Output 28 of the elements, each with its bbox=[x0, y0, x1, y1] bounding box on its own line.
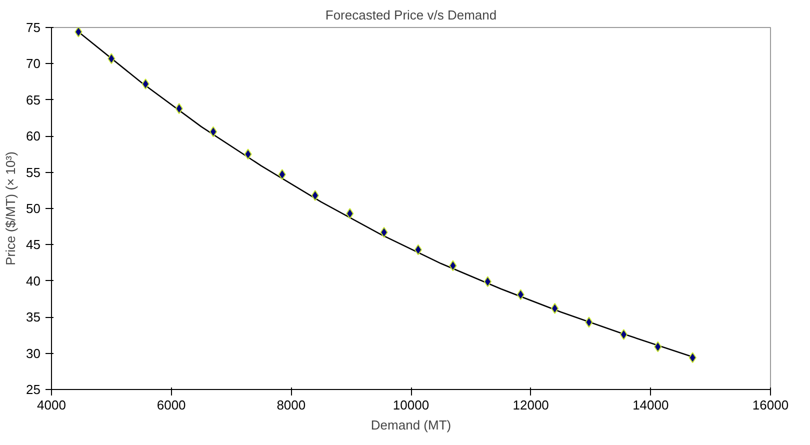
x-tick-label: 10000 bbox=[392, 398, 430, 412]
y-tick-label: 50 bbox=[26, 201, 41, 216]
y-tick-label: 35 bbox=[26, 310, 41, 325]
x-tick-label: 14000 bbox=[632, 398, 669, 412]
point bbox=[414, 244, 422, 256]
y-tick-label: 70 bbox=[26, 56, 41, 72]
point bbox=[484, 276, 492, 288]
chart-title: Forecasted Price v/s Demand bbox=[325, 8, 497, 22]
x-tick-label: 6000 bbox=[156, 398, 186, 412]
y-axis-title: Price ($/MT) (× 10³) bbox=[3, 152, 18, 266]
point bbox=[278, 168, 286, 180]
point bbox=[550, 302, 559, 314]
x-tick-label: 12000 bbox=[512, 398, 549, 412]
y-tick-label: 75 bbox=[26, 20, 41, 35]
y-tick-label: 25 bbox=[26, 382, 41, 397]
point bbox=[620, 328, 628, 340]
x-tick-label: 16000 bbox=[752, 398, 789, 412]
point bbox=[209, 126, 218, 138]
y-tick-label: 55 bbox=[26, 164, 41, 180]
x-tick-label: 8000 bbox=[276, 398, 306, 412]
y-tick-label: 60 bbox=[26, 128, 41, 144]
y-tick-label: 40 bbox=[26, 273, 41, 288]
x-axis-title: Demand (MT) bbox=[370, 418, 452, 432]
y-tick-label: 30 bbox=[26, 346, 41, 361]
y-tick-label: 45 bbox=[26, 237, 41, 252]
point bbox=[74, 28, 82, 38]
x-tick-label: 4000 bbox=[37, 398, 66, 412]
y-tick-label: 65 bbox=[26, 92, 41, 108]
